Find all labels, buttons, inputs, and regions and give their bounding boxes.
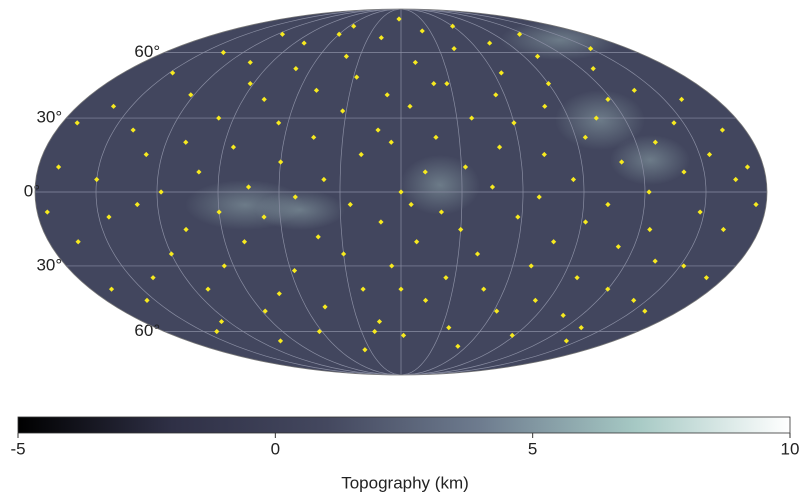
highland <box>500 20 620 60</box>
lat-label: 30° <box>36 255 62 274</box>
colorbar-tick-label: 10 <box>781 439 799 458</box>
lat-label: 0° <box>24 181 40 200</box>
colorbar-tick-label: 5 <box>528 439 537 458</box>
colorbar-title: Topography (km) <box>341 473 469 492</box>
colorbar-tick-label: -5 <box>10 439 25 458</box>
colorbar: -5 0 5 10 <box>10 417 799 458</box>
colorbar-scale <box>18 417 790 433</box>
lat-label: 30° <box>36 108 62 127</box>
lat-label: 60° <box>134 42 160 61</box>
map: 60°30°0°30°60° <box>24 9 767 375</box>
colorbar-tick-label: 0 <box>271 439 280 458</box>
highland <box>255 190 345 230</box>
figure: 60°30°0°30°60° -50510 Topography (km) <box>0 0 799 497</box>
